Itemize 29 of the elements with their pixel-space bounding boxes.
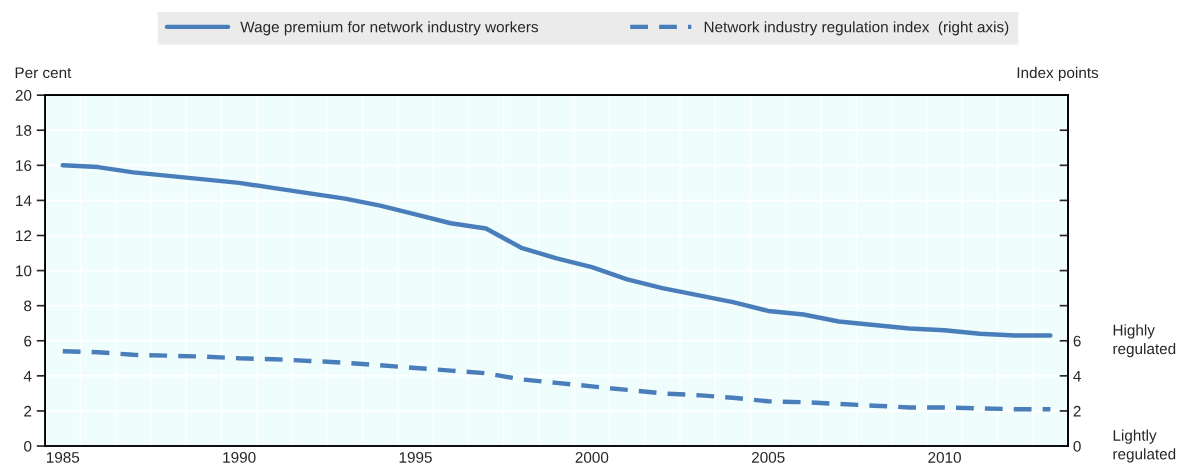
- y-tick-label: 2: [24, 405, 32, 417]
- y2-tick-label: 0: [1073, 440, 1081, 452]
- y-tick-label: 20: [15, 90, 32, 101]
- y-tick-label: 16: [16, 160, 32, 172]
- y-tick-label: 0: [24, 440, 32, 452]
- line-series: [60, 349, 1053, 412]
- y2-tick-label: 6: [1073, 335, 1081, 347]
- y-tick-label: 18: [16, 125, 32, 136]
- y-tick-label: 10: [16, 265, 32, 277]
- line-series: [60, 163, 1053, 338]
- y-tick-label: 6: [24, 335, 32, 347]
- y-tick-label: 8: [24, 300, 32, 312]
- x-tick-label: 2005: [751, 452, 785, 463]
- legend-label: Network industry regulation index (right axis): [704, 21, 1009, 36]
- y-axis-title: Per cent: [15, 67, 72, 79]
- x-tick-label: 1990: [223, 452, 256, 463]
- y-tick-label: 14: [16, 195, 32, 206]
- y2-tick-label: 4: [1073, 370, 1081, 382]
- x-tick-label: 2010: [928, 452, 961, 463]
- x-tick-label: 1985: [46, 452, 80, 463]
- x-tick-label: 1995: [399, 452, 432, 463]
- y-tick-label: 4: [23, 370, 32, 382]
- y-tick-label: 12: [16, 230, 32, 242]
- x-tick-label: 2000: [575, 452, 609, 463]
- y2-axis-title: Index points: [1017, 66, 1099, 82]
- text: Highly regulated: [1113, 324, 1176, 358]
- y2-tick-label: 2: [1073, 405, 1081, 417]
- text: Lightly regulated: [1113, 429, 1176, 463]
- legend-label: Wage premium for network industry workers: [240, 21, 538, 36]
